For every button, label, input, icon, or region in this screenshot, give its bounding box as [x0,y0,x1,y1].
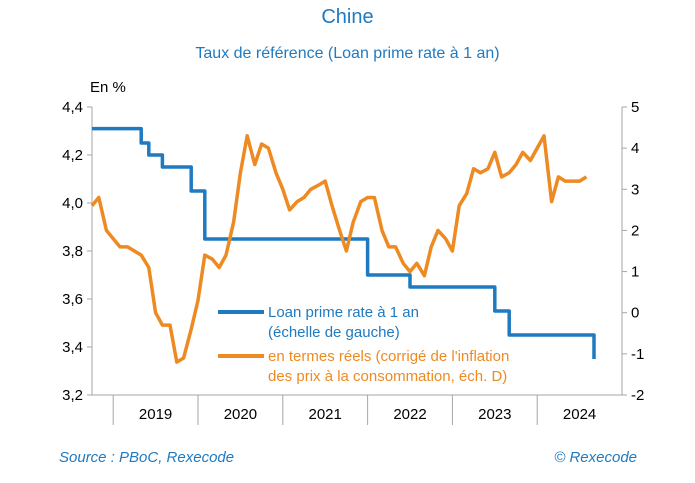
legend-label-lpr: (échelle de gauche) [268,324,400,341]
right-tick-label: 0 [631,305,639,322]
right-tick-label: 4 [631,140,639,157]
legend-label-lpr: Loan prime rate à 1 an [268,304,419,321]
x-axis-ticks: 2019 2020 2021 2022 2023 2024 [112,395,596,425]
left-tick-label: 3,2 [62,387,83,404]
x-tick-label: 2021 [309,406,342,423]
left-axis-ticks: 3,2 3,4 3,6 3,8 4,0 4,2 4,4 [62,99,92,404]
series-line-lpr [92,126,596,359]
x-tick-label: 2019 [139,406,172,423]
legend: Loan prime rate à 1 an (échelle de gauche… [218,304,509,385]
series-line-real [90,134,588,364]
x-tick-label: 2022 [393,406,426,423]
right-axis-ticks: -2 -1 0 1 2 3 4 5 [622,99,644,404]
legend-label-real: des prix à la consommation, éch. D) [268,368,507,385]
left-tick-label: 4,4 [62,99,83,116]
chart-subtitle: Taux de référence (Loan prime rate à 1 a… [195,45,500,62]
right-tick-label: 1 [631,264,639,281]
right-tick-label: 2 [631,222,639,239]
left-tick-label: 3,6 [62,291,83,308]
series-group [90,126,596,364]
left-tick-label: 3,4 [62,339,83,356]
left-tick-label: 3,8 [62,243,83,260]
chart-title: Chine [321,6,374,28]
right-tick-label: 3 [631,181,639,198]
right-tick-label: 5 [631,99,639,116]
x-tick-label: 2020 [224,406,257,423]
left-axis-label: En % [90,79,126,96]
right-tick-label: -2 [631,387,644,404]
right-tick-label: -1 [631,346,644,363]
x-tick-label: 2024 [563,406,596,423]
left-tick-label: 4,2 [62,147,83,164]
source-note: Source : PBoC, Rexecode [59,449,235,466]
legend-label-real: en termes réels (corrigé de l'inflation [268,348,509,365]
copyright-note: © Rexecode [554,449,637,466]
left-tick-label: 4,0 [62,195,83,212]
x-tick-label: 2023 [478,406,511,423]
